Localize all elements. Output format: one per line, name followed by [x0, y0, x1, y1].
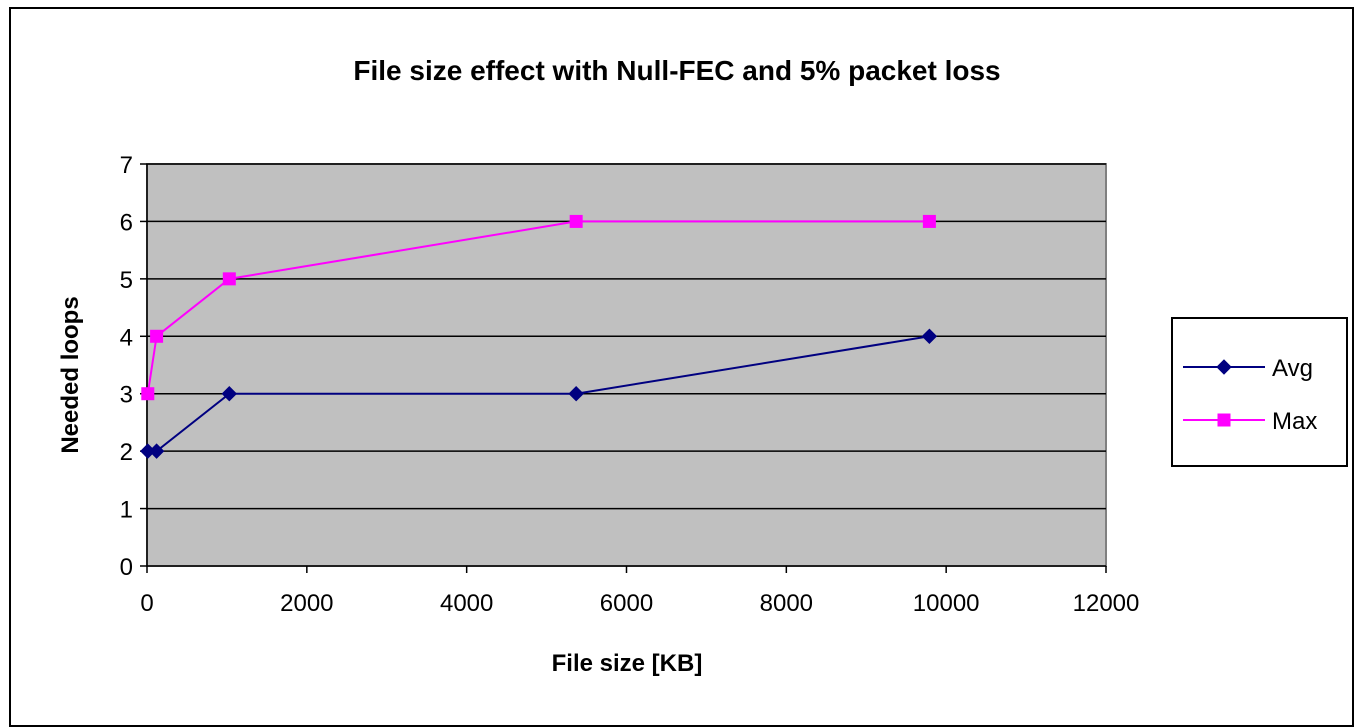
- data-point-max: [151, 330, 163, 342]
- plot-area: [147, 164, 1106, 566]
- x-tick-label: 12000: [1073, 590, 1140, 617]
- y-tick-label: 3: [120, 382, 133, 409]
- x-tick-label: 2000: [280, 590, 333, 617]
- y-tick-label: 1: [120, 497, 133, 524]
- y-axis-title: Needed loops: [57, 296, 84, 453]
- y-tick-label: 6: [120, 209, 133, 236]
- x-tick-label: 10000: [913, 590, 980, 617]
- data-point-max: [923, 215, 935, 227]
- legend-box: [1172, 318, 1347, 466]
- x-tick-label: 8000: [760, 590, 813, 617]
- x-tick-label: 0: [140, 590, 153, 617]
- y-tick-label: 2: [120, 439, 133, 466]
- y-tick-label: 5: [120, 267, 133, 294]
- legend-label-max: Max: [1272, 408, 1317, 435]
- chart-title: File size effect with Null-FEC and 5% pa…: [353, 55, 1000, 86]
- legend-label-avg: Avg: [1272, 355, 1313, 382]
- y-tick-label: 4: [120, 324, 133, 351]
- x-axis-title: File size [KB]: [552, 650, 703, 677]
- x-tick-label: 4000: [440, 590, 493, 617]
- y-tick-label: 0: [120, 554, 133, 581]
- data-point-max: [223, 273, 235, 285]
- legend: Avg Max: [1172, 318, 1347, 466]
- legend-marker-max: [1218, 414, 1230, 426]
- x-tick-label: 6000: [600, 590, 653, 617]
- data-point-max: [570, 215, 582, 227]
- y-tick-label: 7: [120, 152, 133, 179]
- data-point-max: [142, 388, 154, 400]
